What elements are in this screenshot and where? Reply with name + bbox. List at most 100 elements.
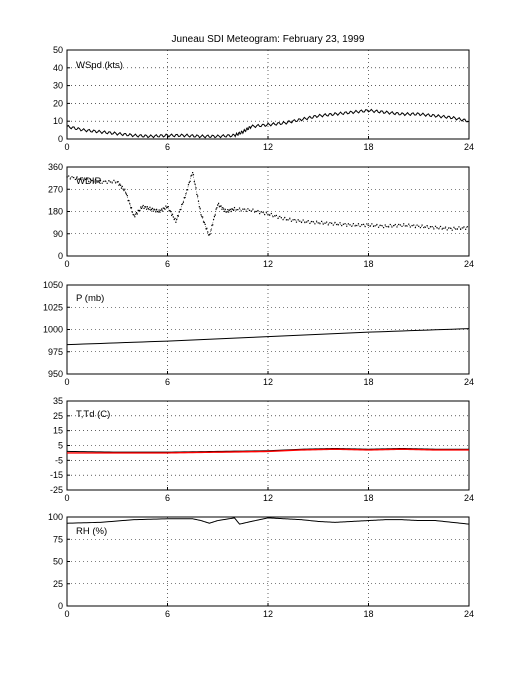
wind-direction-data-point xyxy=(237,209,239,211)
wind-direction-data-point xyxy=(120,187,123,189)
wind-direction-data-point xyxy=(265,211,267,213)
wind-direction-data-point xyxy=(121,185,123,188)
pressure-xtick-label: 12 xyxy=(263,377,273,387)
wind-direction-data-point xyxy=(321,220,323,222)
wind-direction-data-point xyxy=(154,209,156,211)
wind-speed-xtick-label: 12 xyxy=(263,142,273,152)
wind-direction-data-point xyxy=(352,223,355,225)
wind-speed-ytick-label: 40 xyxy=(53,63,63,73)
wind-direction-data-point xyxy=(399,224,401,226)
humidity-ytick-label: 25 xyxy=(53,579,63,589)
wind-direction-data-point xyxy=(284,216,286,219)
wind-direction-data-point xyxy=(166,206,169,208)
wind-direction-data-point xyxy=(233,206,236,209)
wind-direction-data-point xyxy=(174,217,176,220)
wind-direction-data-point xyxy=(106,182,108,184)
wind-direction-data-point xyxy=(149,206,151,208)
wind-direction-data-point xyxy=(150,209,152,211)
wind-direction-data-point xyxy=(279,215,281,218)
wind-direction-data-point xyxy=(183,197,185,199)
wind-direction-data-point xyxy=(319,223,321,225)
temperature-series-line-1 xyxy=(67,448,469,454)
wind-direction-data-point xyxy=(180,208,182,211)
temperature-xtick-label: 24 xyxy=(464,493,474,503)
wind-direction-data-point xyxy=(334,221,336,224)
temperature-ytick-label: 15 xyxy=(53,426,63,436)
temperature-label: T,Td (C) xyxy=(76,409,110,420)
wind-direction-data-point xyxy=(381,224,383,227)
wind-direction-data-point xyxy=(158,209,160,211)
wind-direction-data-point xyxy=(434,225,437,227)
wind-direction-data-point xyxy=(193,180,195,183)
wind-direction-data-point xyxy=(436,227,438,229)
temperature-ytick-label: -25 xyxy=(50,485,63,495)
wind-direction-data-point xyxy=(171,213,174,215)
wind-direction-data-point xyxy=(394,223,396,226)
wind-direction-data-point xyxy=(372,225,375,228)
humidity-xtick-label: 6 xyxy=(165,609,170,619)
wind-direction-data-point xyxy=(145,206,147,208)
wind-direction-data-point xyxy=(222,207,224,209)
wind-direction-data-point xyxy=(210,229,212,231)
wind-direction-data-point xyxy=(188,181,190,184)
wind-direction-data-point xyxy=(139,210,141,212)
wind-direction-data-point xyxy=(339,222,341,224)
wind-direction-data-point xyxy=(391,226,393,228)
wind-direction-data-point xyxy=(119,183,121,185)
humidity-xtick-label: 0 xyxy=(64,609,69,619)
wind-direction-data-point xyxy=(69,178,71,180)
wind-direction-data-point xyxy=(160,209,162,211)
wind-direction-ytick-label: 0 xyxy=(58,251,63,261)
wind-direction-data-point xyxy=(186,189,188,191)
wind-direction-data-point xyxy=(233,209,235,211)
wind-direction-data-point xyxy=(465,228,467,230)
wind-direction-data-point xyxy=(388,226,390,228)
wind-direction-data-point xyxy=(130,207,133,209)
wind-direction-data-point xyxy=(144,206,146,208)
wind-direction-data-point xyxy=(181,203,183,206)
wind-direction-data-point xyxy=(152,210,154,212)
wind-direction-data-point xyxy=(250,210,252,212)
wind-direction-data-point xyxy=(398,223,400,226)
wind-direction-data-point xyxy=(290,220,293,222)
wind-speed-ytick-label: 50 xyxy=(53,45,63,55)
pressure-xtick-label: 24 xyxy=(464,377,474,387)
wind-direction-data-point xyxy=(264,213,266,216)
wind-direction-data-point xyxy=(142,204,144,207)
wind-direction-data-point xyxy=(327,224,329,226)
wind-speed-label: WSpd (kts) xyxy=(76,60,123,71)
pressure-ytick-label: 1000 xyxy=(43,325,63,335)
wind-direction-data-point xyxy=(382,226,385,229)
wind-direction-data-point xyxy=(223,210,226,212)
wind-direction-data-point xyxy=(135,212,138,214)
wind-direction-data-point xyxy=(161,208,163,210)
wind-direction-data-point xyxy=(354,225,356,227)
wind-direction-data-point xyxy=(317,222,319,224)
wind-direction-data-point xyxy=(125,192,127,194)
pressure-ytick-label: 1025 xyxy=(43,302,63,312)
wind-direction-data-point xyxy=(99,179,102,182)
wind-direction-data-point xyxy=(157,211,159,213)
wind-speed-xtick-label: 6 xyxy=(165,142,170,152)
wind-direction-data-point xyxy=(190,175,192,177)
wind-direction-data-point xyxy=(83,180,85,182)
chart-title: Juneau SDI Meteogram: February 23, 1999 xyxy=(172,34,365,45)
wind-direction-data-point xyxy=(255,210,257,213)
wind-direction-data-point xyxy=(408,223,410,225)
wind-direction-data-point xyxy=(123,189,125,192)
wind-direction-data-point xyxy=(93,181,95,183)
temperature-series-line-0 xyxy=(66,447,469,453)
wind-direction-data-point xyxy=(124,188,126,190)
wind-direction-data-point xyxy=(424,226,427,228)
wind-direction-data-point xyxy=(175,221,177,223)
wind-direction-data-point xyxy=(351,225,353,227)
wind-direction-data-point xyxy=(145,208,148,210)
wind-direction-data-point xyxy=(171,214,173,217)
humidity-ytick-label: 0 xyxy=(58,601,63,611)
wind-direction-data-point xyxy=(126,195,128,197)
wind-direction-data-point xyxy=(322,223,324,225)
wind-direction-data-point xyxy=(238,207,241,209)
wind-direction-data-point xyxy=(200,214,202,216)
temperature-panel: 0 6 12 18 24 -25 -15 -5 5 15 25 35 T,Td (C) xyxy=(50,396,474,503)
wind-direction-xtick-label: 24 xyxy=(464,259,474,269)
